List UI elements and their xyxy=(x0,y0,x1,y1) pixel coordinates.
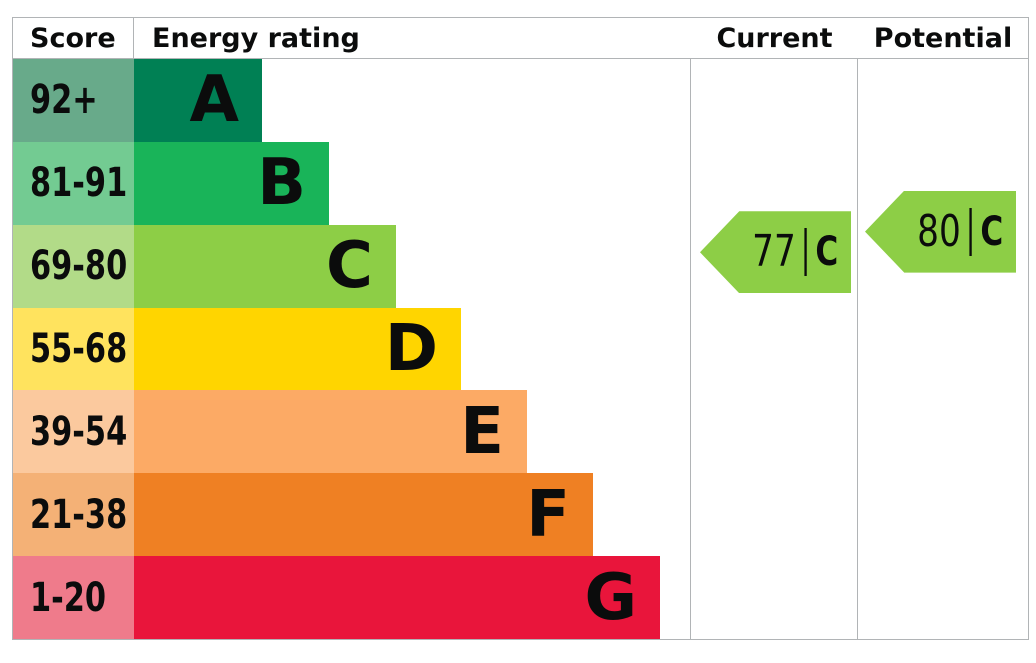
score-range-label: 92+ xyxy=(30,77,98,124)
current-rating-letter: C xyxy=(815,229,839,276)
band-letter: G xyxy=(584,560,637,635)
score-range-label: 69-80 xyxy=(30,243,128,290)
score-range-label: 81-91 xyxy=(30,160,128,207)
band-row-g: 1-20 G xyxy=(13,556,1028,640)
band-row-c: 69-80 C xyxy=(13,224,1028,308)
separator-bar xyxy=(969,207,972,256)
band-bar-d: D xyxy=(134,307,461,391)
separator-bar xyxy=(804,228,807,277)
band-score-range-b: 81-91 xyxy=(13,141,134,225)
band-score-range-f: 21-38 xyxy=(13,473,134,557)
chart-header-row: Score Energy rating Current Potential xyxy=(13,18,1028,59)
potential-score-value: 80 xyxy=(916,205,961,257)
band-letter: E xyxy=(460,394,504,469)
band-score-range-g: 1-20 xyxy=(13,556,134,640)
potential-rating-letter: C xyxy=(980,208,1004,255)
score-range-label: 1-20 xyxy=(30,574,107,621)
band-bar-a: A xyxy=(134,59,262,142)
band-score-range-a: 92+ xyxy=(13,59,134,142)
header-score: Score xyxy=(13,18,134,58)
band-bar-c: C xyxy=(134,224,396,308)
score-range-label: 39-54 xyxy=(30,408,128,455)
epc-rating-chart: Score Energy rating Current Potential 92… xyxy=(12,17,1029,640)
band-letter: C xyxy=(326,229,373,304)
header-current: Current xyxy=(716,22,833,54)
band-bar-e: E xyxy=(134,390,527,474)
band-letter: F xyxy=(526,477,570,552)
band-row-a: 92+ A xyxy=(13,59,1028,142)
column-divider-current xyxy=(690,59,691,639)
band-score-range-e: 39-54 xyxy=(13,390,134,474)
band-row-b: 81-91 B xyxy=(13,141,1028,225)
band-score-range-c: 69-80 xyxy=(13,224,134,308)
band-row-f: 21-38 F xyxy=(13,473,1028,557)
column-divider-potential xyxy=(857,59,858,639)
band-bar-b: B xyxy=(134,141,329,225)
band-row-e: 39-54 E xyxy=(13,390,1028,474)
current-rating-label: 77 C xyxy=(751,226,839,278)
current-score-value: 77 xyxy=(751,226,796,278)
score-range-label: 55-68 xyxy=(30,326,128,372)
band-letter: B xyxy=(257,146,306,221)
header-potential: Potential xyxy=(873,22,1013,54)
potential-rating-label: 80 C xyxy=(916,205,1004,257)
band-row-d: 55-68 D xyxy=(13,307,1028,391)
band-score-range-d: 55-68 xyxy=(13,307,134,391)
header-energy-rating: Energy rating xyxy=(152,22,360,54)
score-range-label: 21-38 xyxy=(30,491,128,538)
band-bar-g: G xyxy=(134,556,660,640)
band-bar-f: F xyxy=(134,473,593,557)
band-letter: A xyxy=(189,63,239,138)
band-letter: D xyxy=(384,312,438,386)
rating-bands: 92+ A 81-91 B 69-80 C 55-68 D 39-54 E 21-38 F 1-20 G xyxy=(13,59,1028,640)
